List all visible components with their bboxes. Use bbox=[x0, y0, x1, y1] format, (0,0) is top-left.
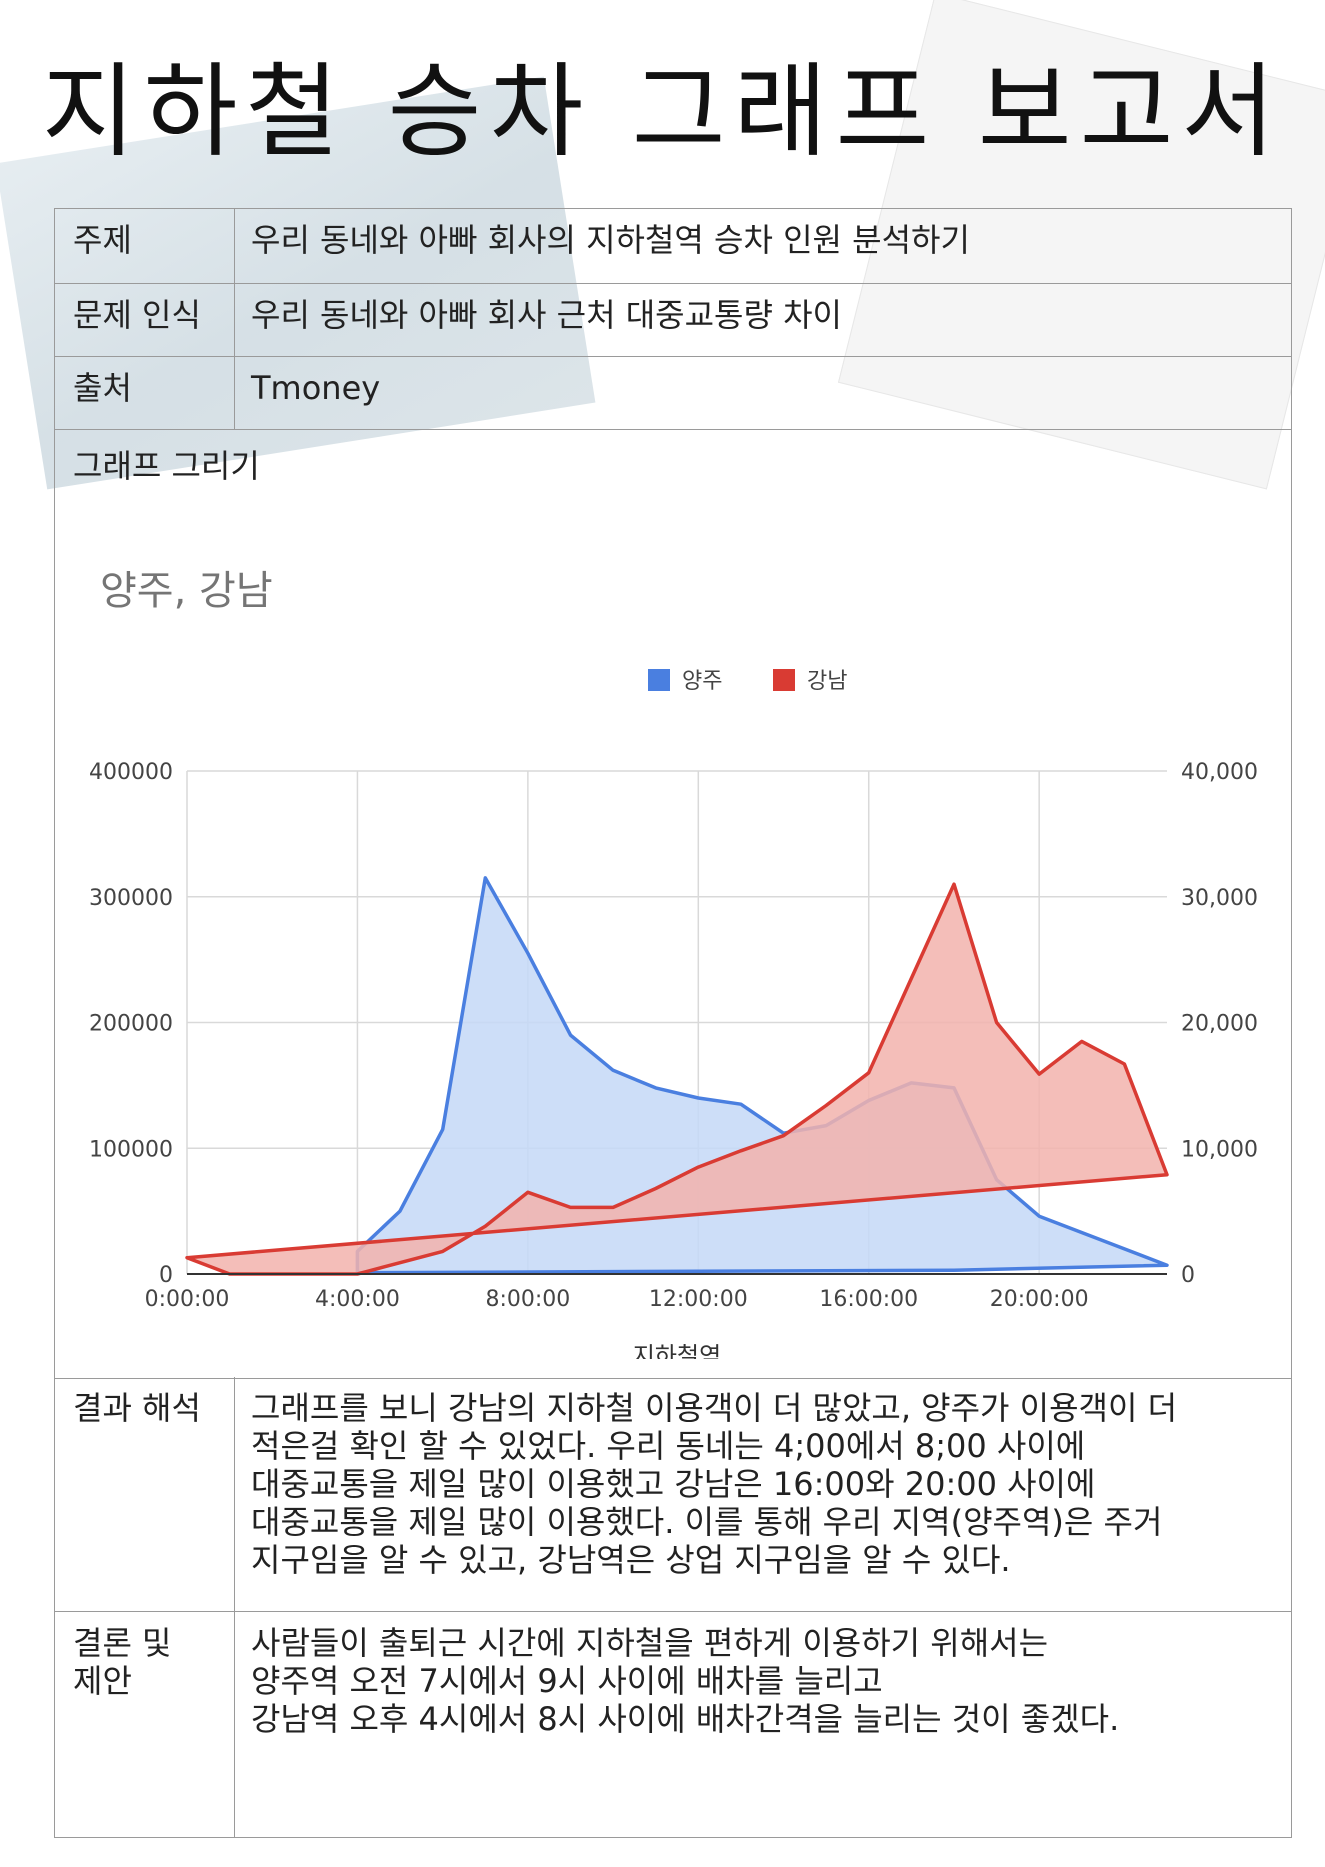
row-value-conclusion: 사람들이 출퇴근 시간에 지하철을 편하게 이용하기 위해서는 양주역 오전 7… bbox=[251, 1624, 1271, 1738]
y-left-tick-label: 0 bbox=[159, 1263, 173, 1288]
report-table: 주제 우리 동네와 아빠 회사의 지하철역 승차 인원 분석하기 문제 인식 우… bbox=[54, 208, 1292, 1838]
row-topic: 주제 우리 동네와 아빠 회사의 지하철역 승차 인원 분석하기 bbox=[55, 209, 1291, 284]
row-label-result: 결과 해석 bbox=[55, 1377, 235, 1611]
y-left-tick-label: 400000 bbox=[89, 760, 173, 785]
y-left-tick-label: 100000 bbox=[89, 1137, 173, 1162]
y-right-tick-label: 40,000 bbox=[1181, 760, 1258, 785]
chart-section-label: 그래프 그리기 bbox=[73, 447, 260, 485]
legend-swatch-2 bbox=[773, 669, 795, 691]
row-label-topic: 주제 bbox=[55, 209, 235, 283]
row-source: 출처 Tmoney bbox=[55, 357, 1291, 430]
result-line: 대중교통을 제일 많이 이용했고 강남은 16:00와 20:00 사이에 bbox=[251, 1465, 1096, 1503]
legend-label: 강남 bbox=[807, 669, 847, 694]
conclusion-line: 양주역 오전 7시에서 9시 사이에 배차를 늘리고 bbox=[251, 1662, 883, 1700]
x-tick-label: 20:00:00 bbox=[990, 1287, 1089, 1312]
row-value-result: 그래프를 보니 강남의 지하철 이용객이 더 많았고, 양주가 이용객이 더 적… bbox=[251, 1389, 1271, 1579]
x-tick-label: 12:00:00 bbox=[649, 1287, 748, 1312]
series-line-2 bbox=[185, 882, 1169, 1276]
row-value-source: Tmoney bbox=[251, 369, 381, 407]
row-problem: 문제 인식 우리 동네와 아빠 회사 근처 대중교통량 차이 bbox=[55, 284, 1291, 357]
legend-swatch-1 bbox=[648, 669, 670, 691]
result-line: 대중교통을 제일 많이 이용했다. 이를 통해 우리 지역(양주역)은 주거 bbox=[251, 1503, 1163, 1541]
conclusion-line: 강남역 오후 4시에서 8시 사이에 배차간격을 늘리는 것이 좋겠다. bbox=[251, 1700, 1120, 1738]
row-label-conclusion: 결론 및 제안 bbox=[55, 1612, 235, 1837]
x-tick-label: 16:00:00 bbox=[819, 1287, 918, 1312]
result-line: 그래프를 보니 강남의 지하철 이용객이 더 많았고, 양주가 이용객이 더 bbox=[251, 1389, 1178, 1427]
x-tick-label: 8:00:00 bbox=[485, 1287, 570, 1312]
y-right-tick-label: 10,000 bbox=[1181, 1137, 1258, 1162]
y-left-tick-label: 300000 bbox=[89, 886, 173, 911]
row-value-topic: 우리 동네와 아빠 회사의 지하철역 승차 인원 분석하기 bbox=[251, 221, 970, 259]
row-label-source: 출처 bbox=[55, 357, 235, 429]
legend-label: 양주 bbox=[682, 669, 722, 694]
y-right-tick-label: 20,000 bbox=[1181, 1012, 1258, 1037]
conclusion-label-line: 제안 bbox=[73, 1662, 132, 1700]
row-label-problem: 문제 인식 bbox=[55, 284, 235, 356]
chart-title: 양주, 강남 bbox=[100, 568, 273, 614]
result-line: 지구임을 알 수 있고, 강남역은 상업 지구임을 알 수 있다. bbox=[251, 1541, 1011, 1579]
x-axis-label: 지하철역 bbox=[633, 1342, 721, 1359]
row-value-problem: 우리 동네와 아빠 회사 근처 대중교통량 차이 bbox=[251, 296, 842, 334]
y-left-tick-label: 200000 bbox=[89, 1012, 173, 1037]
conclusion-line: 사람들이 출퇴근 시간에 지하철을 편하게 이용하기 위해서는 bbox=[251, 1624, 1049, 1662]
y-right-tick-label: 30,000 bbox=[1181, 886, 1258, 911]
conclusion-label-line: 결론 및 bbox=[73, 1624, 172, 1662]
result-line: 적은걸 확인 할 수 있었다. 우리 동네는 4;00에서 8;00 사이에 bbox=[251, 1427, 1086, 1465]
row-conclusion: 결론 및 제안 사람들이 출퇴근 시간에 지하철을 편하게 이용하기 위해서는 … bbox=[55, 1612, 1291, 1837]
y-right-tick-label: 0 bbox=[1181, 1263, 1195, 1288]
x-tick-label: 0:00:00 bbox=[145, 1287, 230, 1312]
x-tick-label: 4:00:00 bbox=[315, 1287, 400, 1312]
document-title: 지하철 승차 그래프 보고서 bbox=[41, 53, 1284, 172]
series-line-1 bbox=[355, 876, 1169, 1275]
series-area-2 bbox=[187, 884, 1167, 1274]
row-result: 결과 해석 그래프를 보니 강남의 지하철 이용객이 더 많았고, 양주가 이용… bbox=[55, 1377, 1291, 1612]
